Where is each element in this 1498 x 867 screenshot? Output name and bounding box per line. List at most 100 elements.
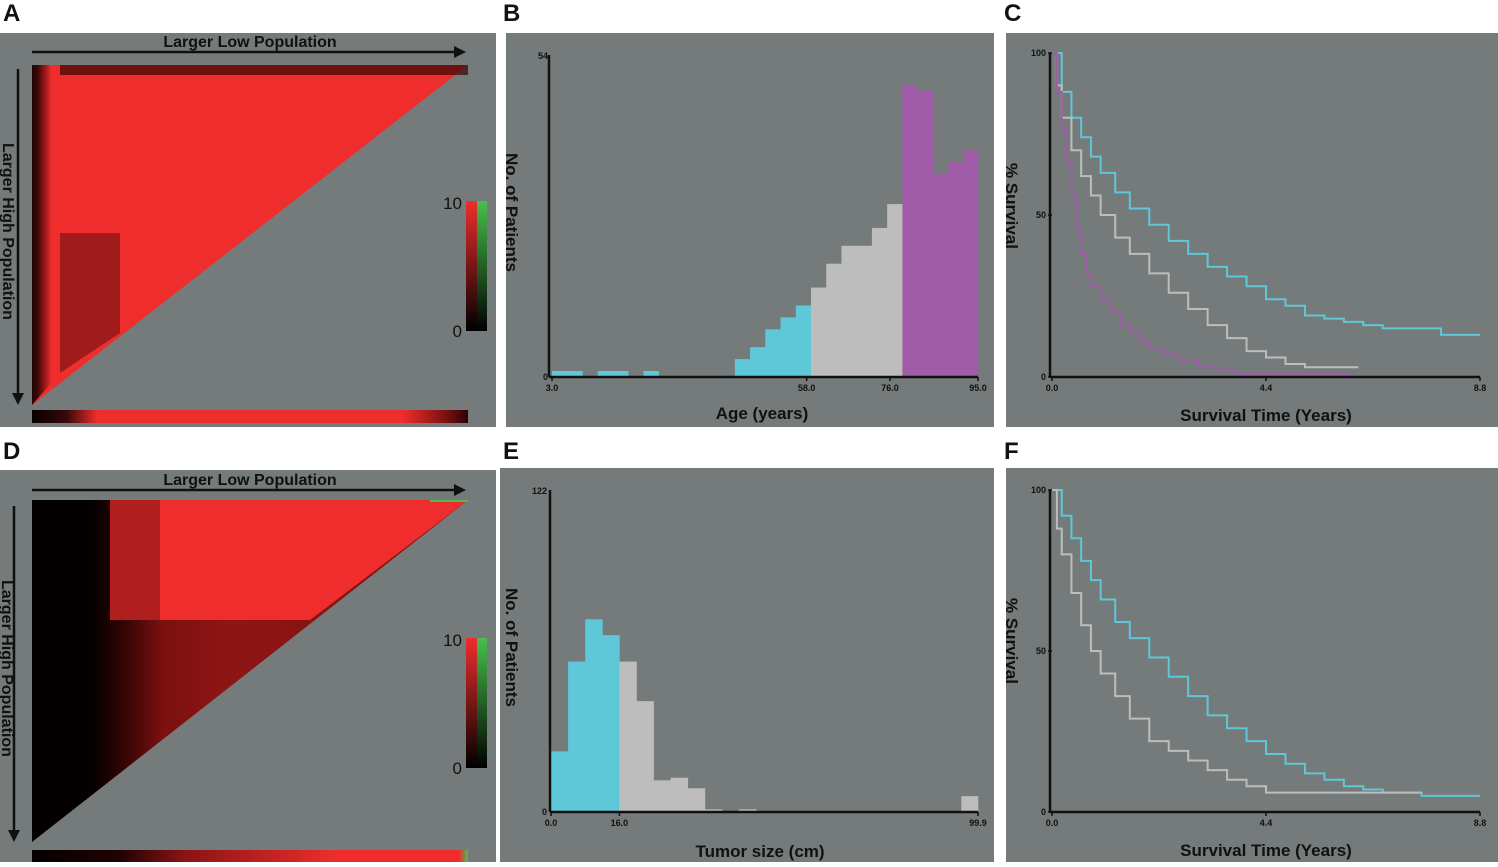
x-tick-label: 0.0 <box>545 818 558 828</box>
y-tick-label: 100 <box>1031 48 1046 58</box>
panel-c: 0.0 4.4 8.8 100 50 0 Survival Time (Years) % … <box>1002 33 1498 427</box>
x-tick-label: 8.8 <box>1474 818 1487 828</box>
x-tick-label: 3.0 <box>546 383 559 393</box>
histogram-bar <box>932 174 949 377</box>
y-tick-label: 0 <box>1041 372 1046 382</box>
scale-min-label: 0 <box>453 759 462 778</box>
histogram-age: 3.0 58.0 76.0 95.0 54 0 Age (years) No. of Pa… <box>502 51 987 423</box>
histogram-bar <box>750 347 766 377</box>
x-tick-label: 0.0 <box>1046 818 1059 828</box>
histogram-bar <box>963 150 979 377</box>
x-tick-label: 76.0 <box>881 383 899 393</box>
color-scale-green <box>477 201 487 331</box>
top-arrow-head <box>454 484 466 496</box>
histogram-bar <box>902 84 918 377</box>
bottom-strip <box>32 410 468 423</box>
heatmap-a: Larger Low Population Larger High Popula… <box>0 34 487 423</box>
histogram-bar <box>917 90 934 378</box>
survival-line-gray <box>1052 52 1359 369</box>
x-axis-title: Survival Time (Years) <box>1180 841 1352 860</box>
panel-d: Larger Low Population Larger High Popula… <box>0 470 496 862</box>
histogram-bar <box>597 371 614 377</box>
histogram-bar <box>687 788 706 812</box>
survival-curve-f: 0.0 4.4 8.8 100 50 0 Survival Time (Years) % … <box>1002 485 1487 860</box>
heatmap-d: Larger Low Population Larger High Popula… <box>0 472 487 862</box>
y-tick-label: 0 <box>1041 807 1046 817</box>
scale-max-label: 10 <box>443 194 462 213</box>
y-tick-label: 50 <box>1036 646 1046 656</box>
panel-letter-a: A <box>3 0 21 27</box>
x-tick-label: 95.0 <box>969 383 987 393</box>
x-tick-label: 4.4 <box>1260 818 1273 828</box>
x-tick-label: 4.4 <box>1260 383 1273 393</box>
heatmap-top-row <box>60 65 468 75</box>
survival-line-cyan <box>1052 52 1480 336</box>
top-arrow-head <box>454 46 466 58</box>
histogram-bar <box>585 619 603 812</box>
histogram-bar <box>961 796 979 812</box>
survival-line-gray <box>1052 489 1422 794</box>
x-tick-label: 8.8 <box>1474 383 1487 393</box>
heatmap-mid-region <box>110 500 160 620</box>
histogram-bar <box>826 263 842 377</box>
x-axis-title: Survival Time (Years) <box>1180 406 1352 425</box>
panel-e: 0.0 16.0 99.9 122 0 Tumor size (cm) No. of P… <box>500 468 994 862</box>
panel-letter-c: C <box>1004 0 1022 27</box>
histogram-bar <box>704 809 723 812</box>
panel-a: Larger Low Population Larger High Popula… <box>0 33 496 427</box>
y-tick-label: 122 <box>532 486 547 496</box>
histogram-bar <box>619 661 637 812</box>
histogram-bar <box>780 317 797 377</box>
histogram-bar <box>602 635 620 812</box>
histogram-bar <box>670 777 689 812</box>
color-scale-red <box>466 201 477 331</box>
x-tick-label: 16.0 <box>611 818 629 828</box>
x-tick-label: 58.0 <box>798 383 816 393</box>
y-tick-label: 54 <box>538 51 548 61</box>
x-axis-title: Tumor size (cm) <box>695 842 824 861</box>
histogram-bar <box>810 287 827 377</box>
histogram-bar <box>856 245 873 377</box>
y-tick-label: 0 <box>542 807 547 817</box>
panel-b: 3.0 58.0 76.0 95.0 54 0 Age (years) No. of Pa… <box>502 33 994 427</box>
side-arrow-label: Larger High Population <box>0 580 15 757</box>
y-axis-title: No. of Patients <box>502 588 521 707</box>
side-arrow-label: Larger High Population <box>0 143 16 320</box>
top-arrow-label: Larger Low Population <box>163 34 336 51</box>
histogram-bar <box>551 751 569 812</box>
histogram-bar <box>841 245 857 377</box>
color-scale-green <box>477 638 487 768</box>
histogram-bar <box>612 371 629 377</box>
heatmap-red-region <box>160 500 468 620</box>
x-tick-label: 0.0 <box>1046 383 1059 393</box>
y-axis-title: % Survival <box>1006 598 1021 684</box>
bottom-strip <box>32 850 468 862</box>
survival-line-purple <box>1052 52 1354 375</box>
heatmap-dark-band <box>32 65 60 405</box>
histogram-tumor-size: 0.0 16.0 99.9 122 0 Tumor size (cm) No. of P… <box>502 486 987 861</box>
heatmap-triangle <box>32 65 468 405</box>
y-axis-title: % Survival <box>1006 163 1021 249</box>
scale-max-label: 10 <box>443 631 462 650</box>
heatmap-dark-patch <box>60 233 120 373</box>
y-tick-label: 0 <box>543 372 548 382</box>
histogram-bar <box>552 371 568 377</box>
panel-letter-e: E <box>503 438 520 465</box>
side-arrow-head <box>8 830 20 842</box>
histogram-bar <box>795 305 812 377</box>
survival-line-cyan <box>1052 489 1480 797</box>
histogram-bar <box>739 809 757 812</box>
histogram-bar <box>636 701 654 812</box>
histogram-bar <box>567 371 583 377</box>
y-tick-label: 50 <box>1036 210 1046 220</box>
panel-letter-d: D <box>3 438 21 465</box>
x-axis-title: Age (years) <box>716 404 809 423</box>
survival-curve-c: 0.0 4.4 8.8 100 50 0 Survival Time (Years) % … <box>1002 48 1487 425</box>
histogram-bar <box>871 227 888 377</box>
scale-min-label: 0 <box>453 322 462 341</box>
top-arrow-label: Larger Low Population <box>163 472 336 489</box>
histogram-bar <box>568 661 586 812</box>
histogram-bar <box>653 780 671 812</box>
histogram-bar <box>948 162 964 377</box>
histogram-bar <box>887 204 903 377</box>
